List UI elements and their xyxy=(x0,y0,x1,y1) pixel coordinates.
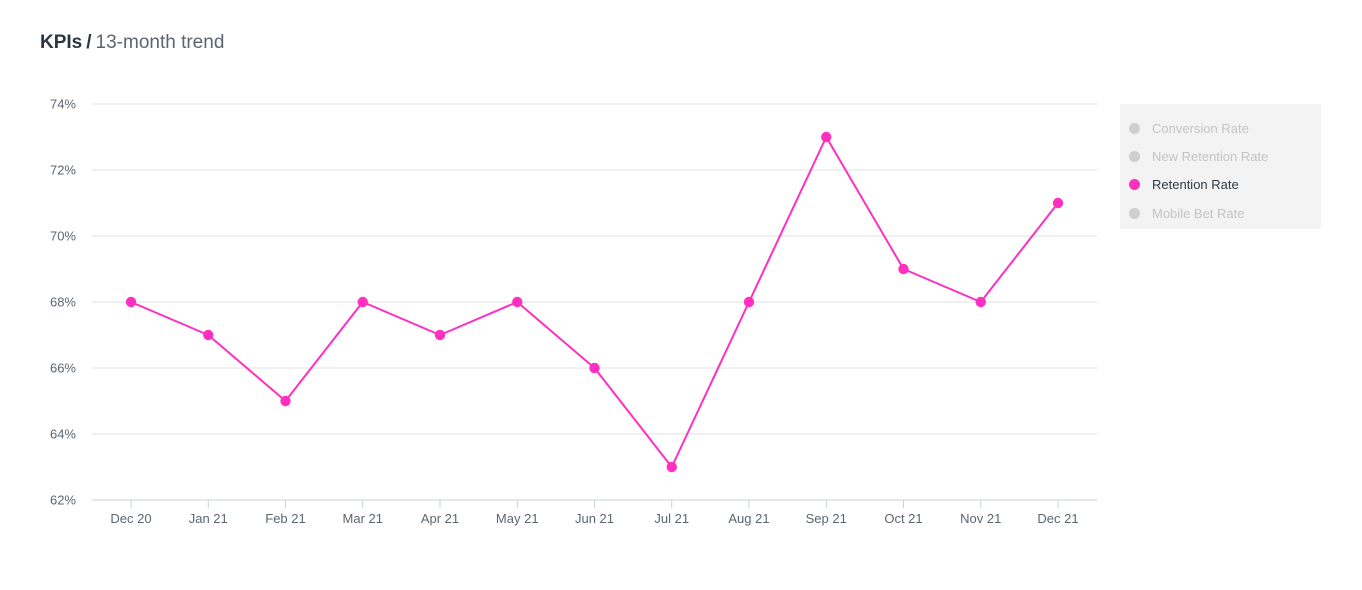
data-point xyxy=(280,395,291,407)
x-tick-label: Nov 21 xyxy=(960,511,1001,526)
x-tick-label: Dec 21 xyxy=(1037,511,1078,526)
data-point xyxy=(821,131,832,143)
title-kpis: KPIs xyxy=(40,32,83,53)
data-point xyxy=(666,461,677,473)
y-tick-label: 74% xyxy=(50,97,76,112)
data-point xyxy=(1052,197,1064,209)
data-point xyxy=(743,296,755,308)
data-point xyxy=(975,296,986,308)
legend-dot-icon xyxy=(1129,207,1140,219)
x-tick-label: Feb 21 xyxy=(265,511,305,526)
legend-item-retention-rate[interactable]: Retention Rate xyxy=(1120,171,1321,199)
x-tick-label: Jun 21 xyxy=(575,511,614,526)
data-point xyxy=(589,362,600,374)
legend-label: New Retention Rate xyxy=(1152,148,1269,164)
legend-dot-icon xyxy=(1129,150,1140,162)
chart-title: KPIs/13-month trend xyxy=(40,31,224,55)
legend-item-conversion-rate[interactable]: Conversion Rate xyxy=(1120,114,1321,142)
y-tick-label: 62% xyxy=(50,493,76,508)
y-tick-label: 64% xyxy=(50,427,76,442)
y-tick-label: 70% xyxy=(50,229,76,244)
legend-item-mobile-bet-rate[interactable]: Mobile Bet Rate xyxy=(1120,199,1321,227)
data-point xyxy=(512,296,523,308)
y-tick-label: 68% xyxy=(50,295,76,310)
x-tick-label: Oct 21 xyxy=(884,511,922,526)
x-tick-label: Aug 21 xyxy=(728,511,769,526)
data-point xyxy=(357,296,368,308)
x-tick-label: Apr 21 xyxy=(421,511,459,526)
x-tick-label: Jul 21 xyxy=(654,511,689,526)
legend-item-new-retention-rate[interactable]: New Retention Rate xyxy=(1120,142,1321,170)
y-tick-label: 72% xyxy=(50,163,76,178)
x-tick-label: May 21 xyxy=(496,511,539,526)
x-tick-label: Jan 21 xyxy=(189,511,228,526)
x-tick-label: Dec 20 xyxy=(110,511,151,526)
x-tick-label: Sep 21 xyxy=(806,511,847,526)
y-tick-label: 66% xyxy=(50,361,76,376)
legend: Conversion Rate New Retention Rate Reten… xyxy=(1120,104,1321,229)
data-point xyxy=(203,329,214,341)
legend-dot-icon xyxy=(1129,122,1140,134)
title-separator: / xyxy=(86,32,92,53)
x-tick-label: Mar 21 xyxy=(343,511,383,526)
legend-dot-icon xyxy=(1129,179,1140,191)
legend-label: Retention Rate xyxy=(1152,177,1239,193)
legend-label: Conversion Rate xyxy=(1152,120,1249,136)
data-point xyxy=(125,296,137,308)
data-point xyxy=(434,329,446,341)
title-subtitle: 13-month trend xyxy=(95,32,225,53)
legend-label: Mobile Bet Rate xyxy=(1152,205,1245,221)
data-point xyxy=(898,263,909,275)
